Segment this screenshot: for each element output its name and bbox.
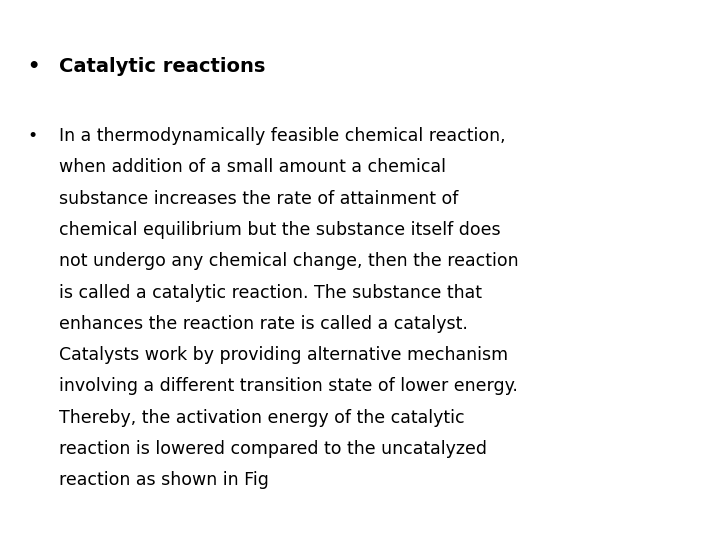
Text: when addition of a small amount a chemical: when addition of a small amount a chemic… — [59, 158, 446, 176]
Text: reaction is lowered compared to the uncatalyzed: reaction is lowered compared to the unca… — [59, 440, 487, 458]
Text: Catalytic reactions: Catalytic reactions — [59, 57, 266, 76]
Text: involving a different transition state of lower energy.: involving a different transition state o… — [59, 377, 518, 395]
Text: is called a catalytic reaction. The substance that: is called a catalytic reaction. The subs… — [59, 284, 482, 301]
Text: substance increases the rate of attainment of: substance increases the rate of attainme… — [59, 190, 459, 207]
Text: Catalysts work by providing alternative mechanism: Catalysts work by providing alternative … — [59, 346, 508, 364]
Text: chemical equilibrium but the substance itself does: chemical equilibrium but the substance i… — [59, 221, 500, 239]
Text: reaction as shown in Fig: reaction as shown in Fig — [59, 471, 269, 489]
Text: Thereby, the activation energy of the catalytic: Thereby, the activation energy of the ca… — [59, 409, 464, 427]
Text: •: • — [27, 127, 37, 145]
Text: •: • — [27, 57, 40, 76]
Text: In a thermodynamically feasible chemical reaction,: In a thermodynamically feasible chemical… — [59, 127, 505, 145]
Text: not undergo any chemical change, then the reaction: not undergo any chemical change, then th… — [59, 252, 518, 270]
Text: enhances the reaction rate is called a catalyst.: enhances the reaction rate is called a c… — [59, 315, 468, 333]
